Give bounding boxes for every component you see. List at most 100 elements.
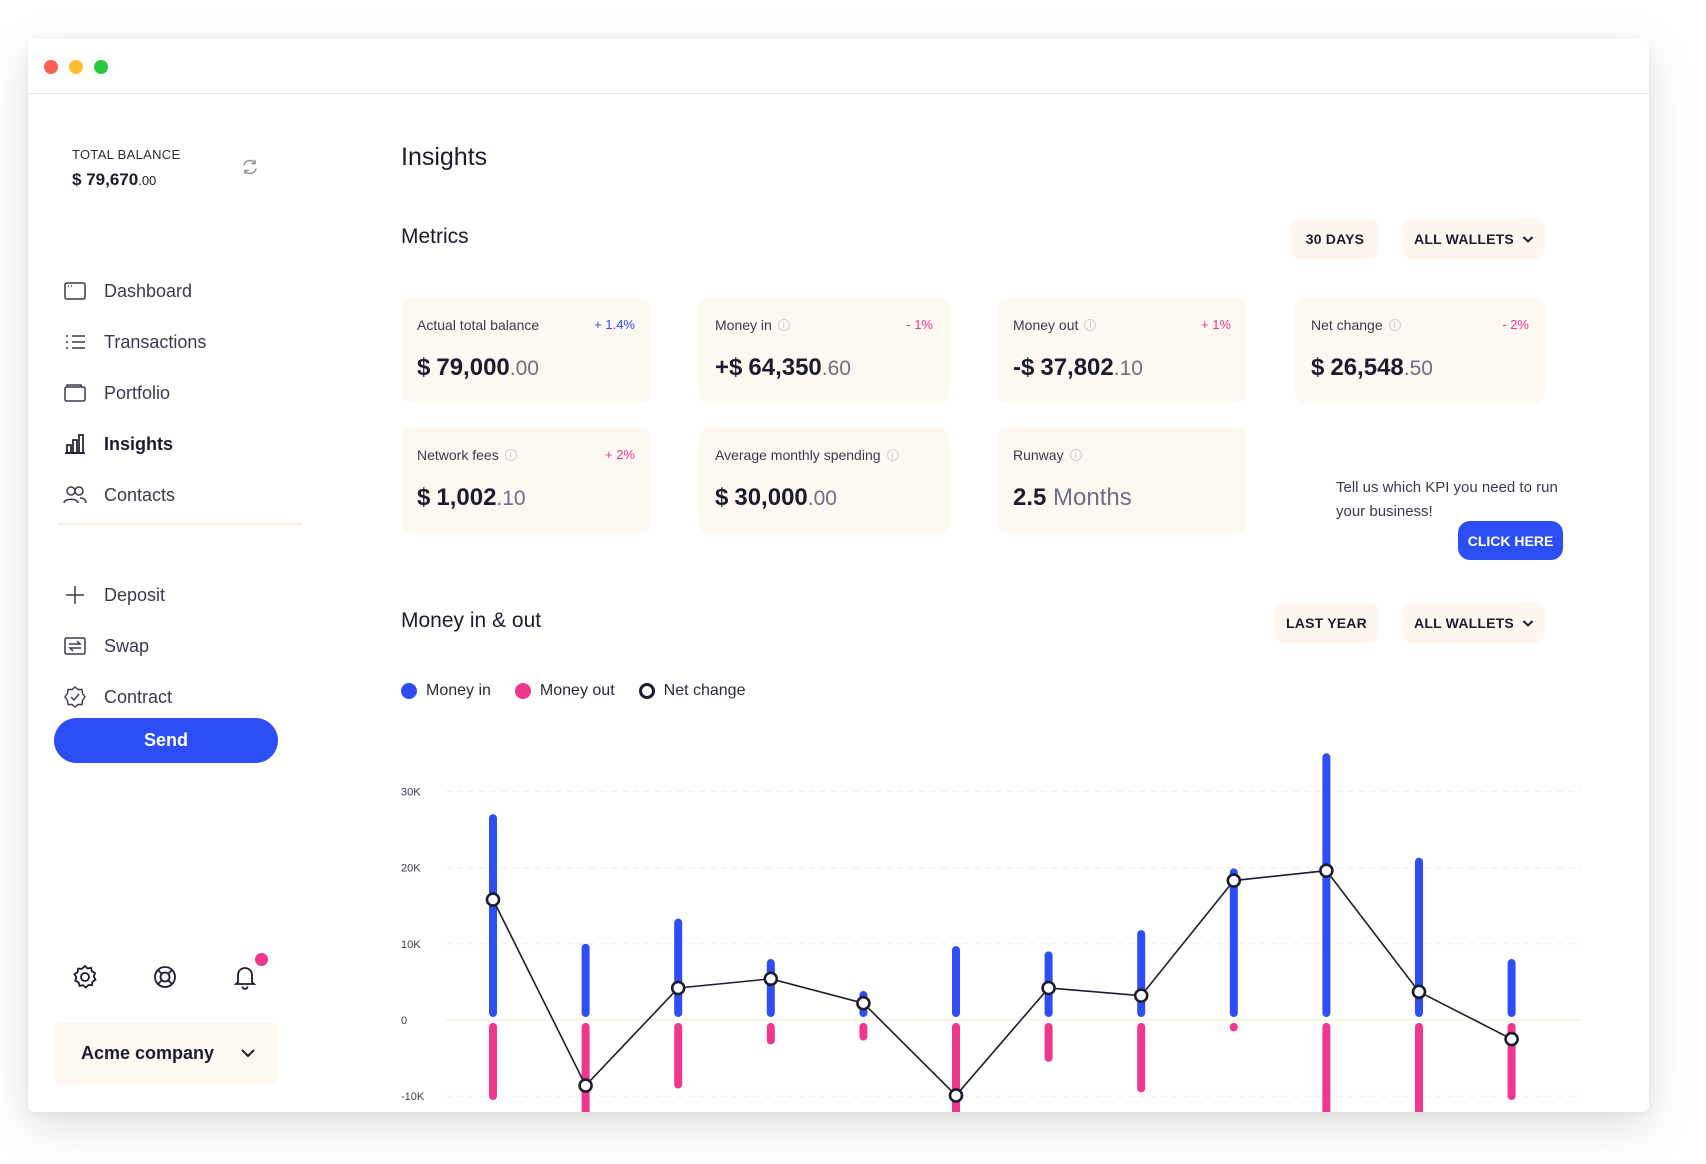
bar-money-in: [489, 814, 497, 1017]
total-balance-label: TOTAL BALANCE: [72, 147, 181, 162]
metric-card-net-change: Net change i - 2% $26,548.50: [1295, 298, 1545, 403]
kpi-prompt-text: Tell us which KPI you need to run your b…: [1336, 479, 1558, 520]
metric-card-runway: Runway i 2.5 Months: [997, 428, 1247, 533]
sidebar-item-label: Transactions: [104, 331, 207, 352]
metric-card-money-in: Money in i - 1% +$ 64,350.60: [699, 298, 949, 403]
bar-money-in: [1415, 857, 1423, 1017]
company-name: Acme company: [81, 1042, 215, 1063]
title-bar: [28, 39, 1649, 94]
bar-money-out: [1415, 1023, 1423, 1112]
wallet-icon: [62, 380, 88, 406]
chart-period-filter[interactable]: LAST YEAR: [1274, 603, 1379, 643]
y-tick-label: 30K: [401, 786, 421, 798]
metric-label: Average monthly spending: [715, 447, 881, 463]
sidebar-item-label: Insights: [104, 433, 174, 454]
net-change-point: [1504, 1031, 1519, 1047]
metrics-period-filter[interactable]: 30 DAYS: [1291, 219, 1379, 259]
net-change-point: [763, 971, 779, 987]
settings-gear-icon[interactable]: [71, 963, 99, 991]
bar-money-out: [674, 1023, 683, 1089]
info-icon[interactable]: i: [504, 449, 517, 461]
info-icon[interactable]: i: [777, 319, 790, 331]
metrics-wallets-filter[interactable]: ALL WALLETS: [1403, 219, 1545, 259]
dashboard-icon: [62, 278, 88, 304]
bar-chart-icon: [62, 431, 88, 457]
bar-money-out: [581, 1023, 590, 1112]
metrics-title: Metrics: [401, 225, 469, 248]
sidebar-item-label: Dashboard: [104, 280, 193, 301]
legend-money-out[interactable]: Money out: [514, 682, 615, 700]
net-change-point: [1411, 984, 1427, 1000]
info-icon[interactable]: i: [1388, 319, 1401, 331]
close-window-button[interactable]: [44, 60, 58, 74]
sidebar-item-label: Swap: [104, 635, 150, 656]
wallets-label: ALL WALLETS: [1414, 231, 1514, 247]
sidebar-item-contract[interactable]: Contract: [62, 677, 292, 717]
info-icon[interactable]: i: [1069, 449, 1082, 461]
net-change-point: [1133, 988, 1149, 1003]
net-change-point: [670, 980, 686, 996]
metric-card-actual-balance: Actual total balance + 1.4% $79,000.00: [401, 298, 651, 403]
metric-value: $26,548.50: [1311, 354, 1433, 381]
total-balance-value: $ 79,670.00: [72, 170, 156, 190]
legend-swatch: [514, 683, 531, 699]
bar-money-out: [1322, 1023, 1331, 1112]
plus-icon: [62, 582, 88, 608]
metric-card-network-fees: Network fees i + 2% $1,002.10: [401, 428, 651, 533]
metric-value: $1,002.10: [417, 484, 526, 511]
sidebar-item-dashboard[interactable]: Dashboard: [62, 271, 292, 311]
minimize-window-button[interactable]: [69, 60, 83, 74]
period-label: 30 DAYS: [1305, 231, 1365, 247]
metric-card-money-out: Money out i + 1% -$ 37,802.10: [997, 298, 1247, 403]
app-window: TOTAL BALANCE $ 79,670.00 Dashboard Tran…: [28, 39, 1649, 1112]
net-change-point: [1319, 863, 1334, 878]
sidebar-divider: [58, 523, 302, 525]
sidebar-item-contacts[interactable]: Contacts: [62, 475, 292, 515]
metric-value: $30,000.00: [715, 484, 837, 511]
money-chart-title: Money in & out: [401, 609, 542, 632]
chevron-down-icon: [1522, 619, 1534, 627]
metric-value: $79,000.00: [417, 354, 539, 381]
bar-money-in: [766, 959, 775, 1017]
balance-main: 79,670: [86, 170, 139, 189]
net-change-point: [1226, 873, 1242, 888]
chart-legend: Money in Money out Net change: [401, 681, 769, 701]
maximize-window-button[interactable]: [94, 60, 108, 74]
chart-wallets-filter[interactable]: ALL WALLETS: [1403, 603, 1545, 643]
metric-change: - 1%: [906, 317, 933, 332]
bar-money-in: [1507, 959, 1516, 1017]
sidebar-item-transactions[interactable]: Transactions: [62, 322, 292, 362]
metric-change: + 2%: [605, 447, 635, 462]
kpi-click-here-button[interactable]: CLICK HERE: [1458, 521, 1563, 560]
list-icon: [62, 329, 88, 355]
help-lifebuoy-icon[interactable]: [151, 963, 179, 991]
net-change-point: [485, 892, 501, 907]
info-icon[interactable]: i: [1084, 319, 1097, 331]
notifications-bell-icon[interactable]: [231, 963, 259, 991]
net-change-point: [948, 1088, 964, 1103]
bar-money-in: [1322, 753, 1331, 1017]
bar-money-out: [859, 1023, 868, 1041]
sidebar-item-insights[interactable]: Insights: [62, 424, 292, 464]
sidebar-item-label: Contacts: [104, 484, 176, 505]
legend-swatch: [638, 683, 655, 699]
metric-label: Money in: [715, 317, 772, 333]
sidebar-item-deposit[interactable]: Deposit: [62, 575, 292, 615]
sidebar-item-swap[interactable]: Swap: [62, 626, 292, 666]
sidebar-item-portfolio[interactable]: Portfolio: [62, 373, 292, 413]
legend-net-change[interactable]: Net change: [638, 682, 745, 700]
metric-label: Runway: [1013, 447, 1064, 463]
info-icon[interactable]: i: [886, 449, 899, 461]
metric-label: Money out: [1013, 317, 1079, 333]
badge-check-icon: [62, 684, 88, 710]
y-tick-label: 10K: [401, 939, 421, 951]
bar-money-in: [1137, 930, 1146, 1017]
send-button[interactable]: Send: [54, 718, 278, 763]
legend-money-in[interactable]: Money in: [401, 682, 491, 700]
period-label: LAST YEAR: [1286, 615, 1367, 631]
company-selector[interactable]: Acme company: [54, 1022, 278, 1084]
metric-label: Net change: [1311, 317, 1383, 333]
refresh-icon[interactable]: [240, 157, 260, 177]
swap-icon: [62, 633, 88, 659]
metric-value: 2.5 Months: [1013, 484, 1132, 511]
